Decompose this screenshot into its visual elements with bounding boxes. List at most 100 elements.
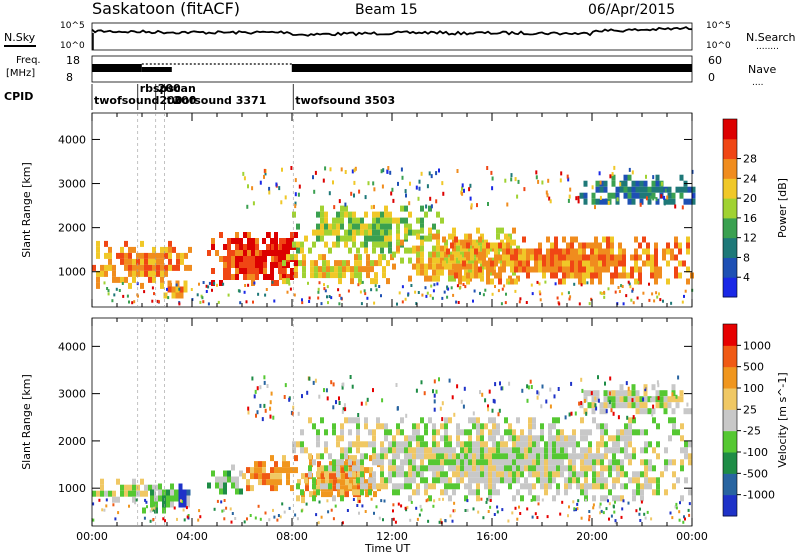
power-sparse-cell xyxy=(567,291,570,295)
power-sparse-cell xyxy=(503,284,506,288)
power-cell xyxy=(324,241,328,248)
power-cell xyxy=(316,223,320,230)
power-cell xyxy=(506,278,510,285)
power-sparse-cell xyxy=(632,301,635,305)
power-sparse-cell xyxy=(691,194,694,198)
power-cell xyxy=(440,217,444,224)
velocity-cell xyxy=(520,465,524,472)
cpid-label: CPID xyxy=(4,90,33,103)
power-cell xyxy=(474,242,478,249)
velocity-cell xyxy=(404,483,408,490)
x-tick-label: 00:00 xyxy=(676,530,708,543)
power-cell xyxy=(211,268,215,274)
power-sparse-cell xyxy=(452,293,455,297)
velocity-sparse-cell xyxy=(639,519,642,522)
power-cell xyxy=(144,252,148,259)
power-cell xyxy=(667,192,672,199)
power-sparse-cell xyxy=(131,301,134,305)
velocity-cell xyxy=(500,447,504,454)
velocity-cell xyxy=(444,483,448,490)
velocity-sparse-cell xyxy=(643,384,646,389)
velocity-cell xyxy=(336,441,340,448)
velocity-sparse-cell xyxy=(259,385,262,390)
power-cell xyxy=(330,266,334,273)
velocity-cell xyxy=(631,384,636,391)
power-cell xyxy=(274,232,278,238)
velocity-cell xyxy=(400,441,404,448)
velocity-cell xyxy=(616,471,620,478)
velocity-cell xyxy=(640,495,644,502)
velocity-cell xyxy=(424,477,428,484)
velocity-cell xyxy=(456,483,460,490)
velocity-cb-label: -100 xyxy=(743,446,768,459)
velocity-sparse-cell xyxy=(442,497,444,501)
power-cell xyxy=(542,272,546,279)
velocity-cell xyxy=(624,423,628,430)
velocity-cell xyxy=(587,390,592,397)
velocity-cell xyxy=(640,471,644,478)
velocity-cb-label: 25 xyxy=(743,403,757,416)
power-cell xyxy=(448,257,452,264)
velocity-cell xyxy=(116,478,120,485)
velocity-cell xyxy=(652,447,656,454)
power-cell xyxy=(634,254,638,261)
velocity-cell xyxy=(580,465,584,472)
velocity-cell xyxy=(612,441,616,448)
velocity-cell xyxy=(619,384,624,391)
velocity-cell xyxy=(608,489,612,496)
velocity-cell xyxy=(340,453,344,460)
velocity-cell xyxy=(408,453,412,460)
power-sparse-cell xyxy=(202,281,205,284)
velocity-cell xyxy=(684,447,688,454)
power-cell xyxy=(502,254,506,261)
power-cell xyxy=(500,227,504,234)
velocity-cell xyxy=(312,483,316,490)
velocity-cell xyxy=(436,441,440,448)
velocity-cell xyxy=(584,495,588,502)
power-cell xyxy=(562,248,566,255)
power-cell xyxy=(302,272,306,279)
power-sparse-cell xyxy=(400,167,403,172)
velocity-cell xyxy=(384,483,388,490)
power-cell xyxy=(404,247,408,254)
velocity-cell xyxy=(336,459,340,466)
velocity-cell xyxy=(564,489,568,496)
velocity-cell xyxy=(476,417,480,424)
velocity-cell xyxy=(396,465,400,472)
velocity-cell xyxy=(508,459,512,466)
velocity-cell xyxy=(596,471,600,478)
velocity-cell xyxy=(476,429,480,436)
power-sparse-cell xyxy=(691,169,694,174)
velocity-sparse-cell xyxy=(112,503,115,507)
velocity-sparse-cell xyxy=(394,520,397,524)
power-cell xyxy=(595,180,600,187)
power-cell xyxy=(639,180,644,187)
velocity-cell xyxy=(492,459,496,466)
power-cell xyxy=(255,244,259,250)
velocity-cell xyxy=(552,417,556,424)
velocity-cell xyxy=(349,467,353,474)
velocity-cell xyxy=(496,453,500,460)
velocity-cell xyxy=(532,417,536,424)
velocity-cell xyxy=(428,459,432,466)
power-cell xyxy=(211,238,215,244)
velocity-sparse-cell xyxy=(541,384,544,389)
velocity-cell xyxy=(344,453,348,460)
power-sparse-cell xyxy=(567,177,570,182)
velocity-cell xyxy=(648,465,652,472)
power-sparse-cell xyxy=(318,281,321,285)
velocity-cell xyxy=(353,485,357,492)
velocity-cell xyxy=(512,447,516,454)
velocity-sparse-cell xyxy=(574,411,577,416)
power-cell xyxy=(360,223,364,230)
velocity-cell xyxy=(560,441,564,448)
velocity-cell xyxy=(528,465,532,472)
power-cell xyxy=(183,280,188,287)
power-sparse-cell xyxy=(538,290,541,294)
power-sparse-cell xyxy=(443,290,446,294)
power-cell xyxy=(643,180,648,187)
velocity-cell xyxy=(636,489,640,496)
velocity-sparse-cell xyxy=(318,394,321,399)
velocity-cell xyxy=(552,471,556,478)
